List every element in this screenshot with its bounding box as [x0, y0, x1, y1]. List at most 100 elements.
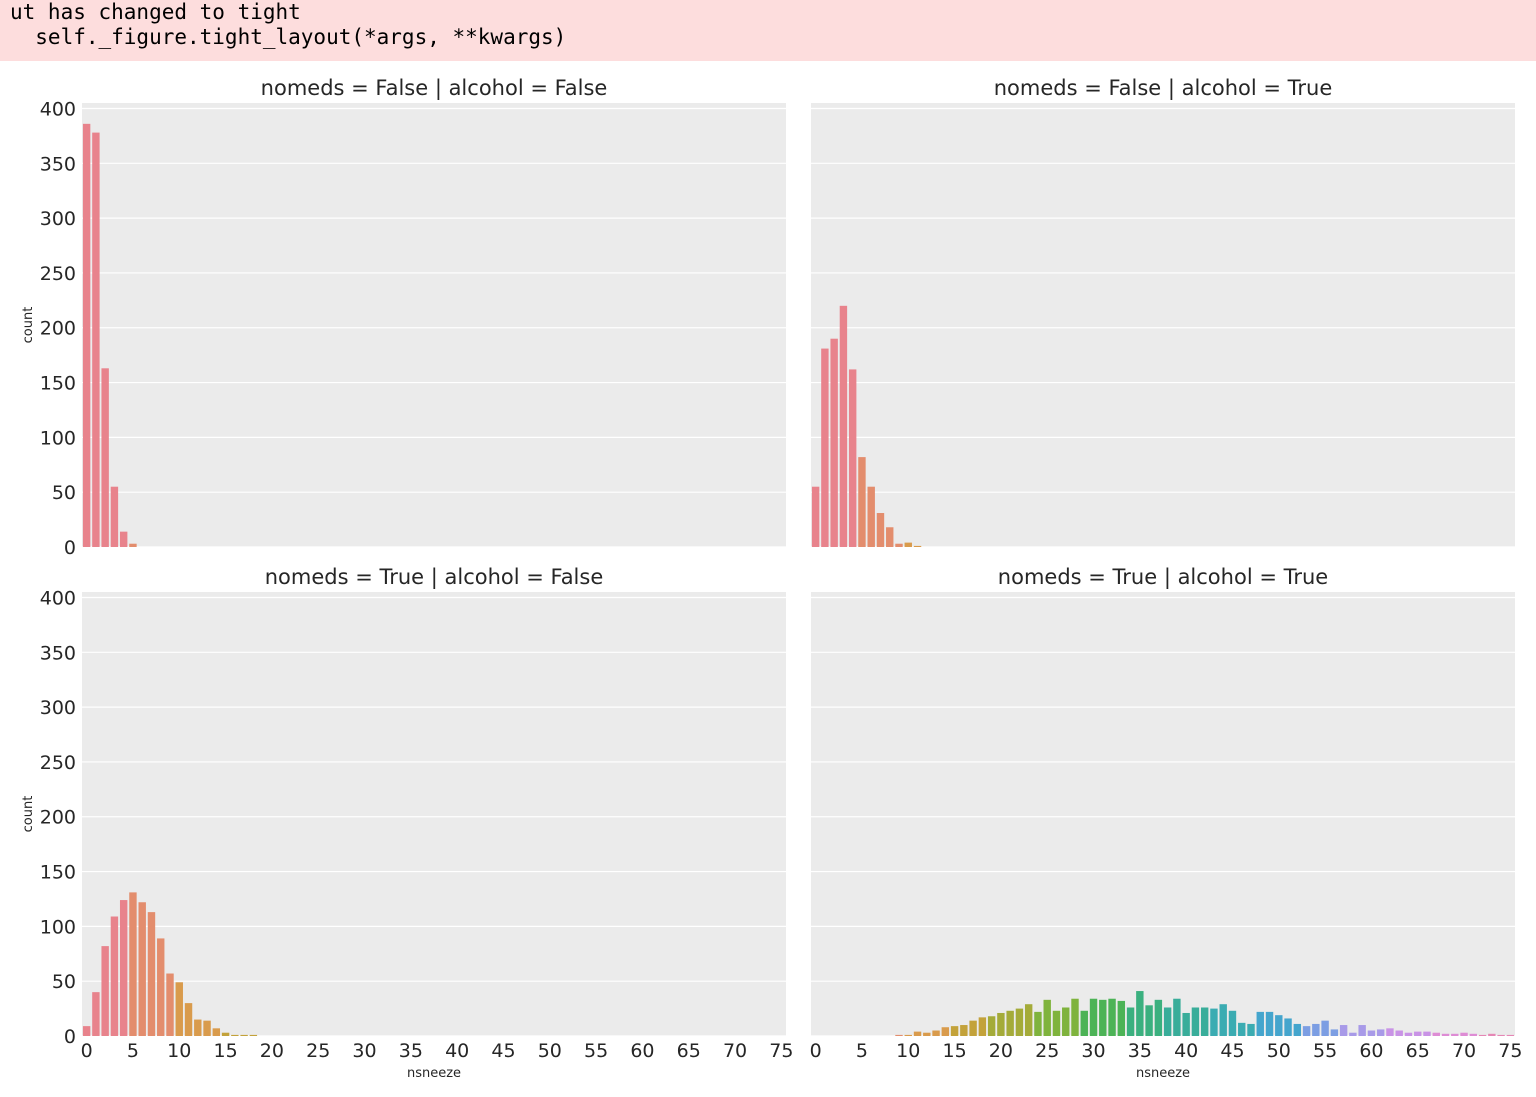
bar	[1441, 1033, 1450, 1036]
bar	[101, 946, 109, 1036]
y-tick-label: 400	[40, 587, 76, 609]
y-tick-label: 100	[40, 916, 76, 938]
bar	[923, 1032, 931, 1036]
bar	[987, 1016, 996, 1036]
bar	[1191, 1007, 1200, 1036]
bar	[1034, 1011, 1042, 1036]
bar	[1182, 1012, 1190, 1036]
x-tick-label: 40	[1174, 1040, 1198, 1062]
x-tick-label: 15	[942, 1040, 966, 1062]
y-axis-label: count	[21, 307, 36, 344]
x-tick-label: 60	[630, 1040, 654, 1062]
bar	[960, 1025, 968, 1036]
y-tick-label: 50	[52, 971, 76, 993]
x-axis-label: nsneeze	[407, 1066, 461, 1081]
bar	[92, 132, 100, 547]
bar	[997, 1012, 1005, 1036]
bar	[1367, 1030, 1376, 1036]
bar	[1247, 1023, 1255, 1036]
y-tick-label: 250	[40, 752, 76, 774]
bar	[821, 348, 829, 547]
y-tick-label: 200	[40, 807, 76, 829]
bar	[1210, 1008, 1218, 1036]
bar	[858, 457, 866, 547]
y-tick-label: 150	[40, 373, 76, 395]
bar	[1275, 1015, 1283, 1036]
bar	[82, 123, 91, 548]
bar	[1154, 999, 1163, 1036]
bar	[1200, 1007, 1209, 1036]
bar	[1423, 1031, 1431, 1036]
bar	[1080, 1010, 1088, 1036]
bar	[1089, 998, 1098, 1036]
bar	[1404, 1032, 1413, 1036]
x-tick-label: 45	[1220, 1040, 1244, 1062]
y-tick-label: 350	[40, 153, 76, 175]
x-tick-label: 30	[352, 1040, 376, 1062]
x-tick-label: 35	[399, 1040, 423, 1062]
bar	[1312, 1023, 1320, 1036]
bar	[212, 1028, 221, 1036]
plot-background	[811, 592, 1515, 1036]
y-tick-label: 50	[52, 482, 76, 504]
x-tick-label: 70	[723, 1040, 747, 1062]
bar	[1126, 1007, 1135, 1036]
x-axis-label: nsneeze	[1136, 1066, 1190, 1081]
bar	[1284, 1018, 1292, 1036]
facet-panel: 0 50 100 150 200 250 300 350 400 nomeds = False |…	[21, 76, 786, 559]
bar	[1108, 998, 1116, 1036]
bar	[110, 486, 119, 547]
x-tick-label: 30	[1081, 1040, 1105, 1062]
bar	[1173, 998, 1181, 1036]
x-tick-label: 45	[491, 1040, 515, 1062]
plot-background	[811, 103, 1515, 547]
x-tick-label: 60	[1359, 1040, 1383, 1062]
bar	[203, 1020, 211, 1036]
bar	[138, 902, 146, 1036]
x-tick-label: 75	[1498, 1040, 1522, 1062]
bar	[1302, 1026, 1311, 1036]
bar	[1293, 1023, 1302, 1036]
x-tick-label: 0	[810, 1040, 822, 1062]
bar	[157, 938, 165, 1036]
facet-panel: nomeds = False | alcohol = True	[811, 76, 1515, 548]
bar	[913, 1031, 922, 1036]
bar	[1006, 1010, 1014, 1036]
x-tick-label: 0	[81, 1040, 93, 1062]
bar	[175, 982, 183, 1036]
y-tick-label: 100	[40, 427, 76, 449]
bar	[1349, 1032, 1357, 1036]
bar	[1219, 1004, 1227, 1036]
bar	[1376, 1029, 1385, 1036]
bar	[913, 545, 922, 547]
bar	[1052, 1010, 1061, 1036]
bar	[166, 973, 174, 1036]
bar	[184, 1003, 193, 1036]
x-tick-label: 15	[213, 1040, 237, 1062]
y-tick-label: 350	[40, 642, 76, 664]
bar	[110, 916, 119, 1036]
x-tick-label: 70	[1452, 1040, 1476, 1062]
bar	[1145, 1005, 1153, 1036]
x-tick-label: 5	[856, 1040, 868, 1062]
x-tick-label: 35	[1128, 1040, 1152, 1062]
x-tick-label: 55	[584, 1040, 608, 1062]
facet-title: nomeds = True | alcohol = False	[265, 565, 604, 590]
facet-title: nomeds = False | alcohol = False	[261, 76, 608, 101]
bar	[1099, 999, 1107, 1036]
bar	[1506, 1034, 1515, 1036]
bar	[1238, 1022, 1246, 1036]
bar	[1395, 1030, 1403, 1036]
bar	[1478, 1034, 1487, 1036]
warning-line-1: ut has changed to tight	[10, 0, 301, 24]
bar	[1071, 998, 1079, 1036]
bar	[92, 992, 100, 1036]
x-tick-label: 20	[989, 1040, 1013, 1062]
facet-panel: nomeds = True | alcohol = True 0 5 10 15 20 25…	[810, 565, 1523, 1081]
x-tick-label: 50	[1267, 1040, 1291, 1062]
bar	[969, 1020, 977, 1036]
bar	[1265, 1011, 1274, 1036]
bar	[904, 542, 912, 547]
